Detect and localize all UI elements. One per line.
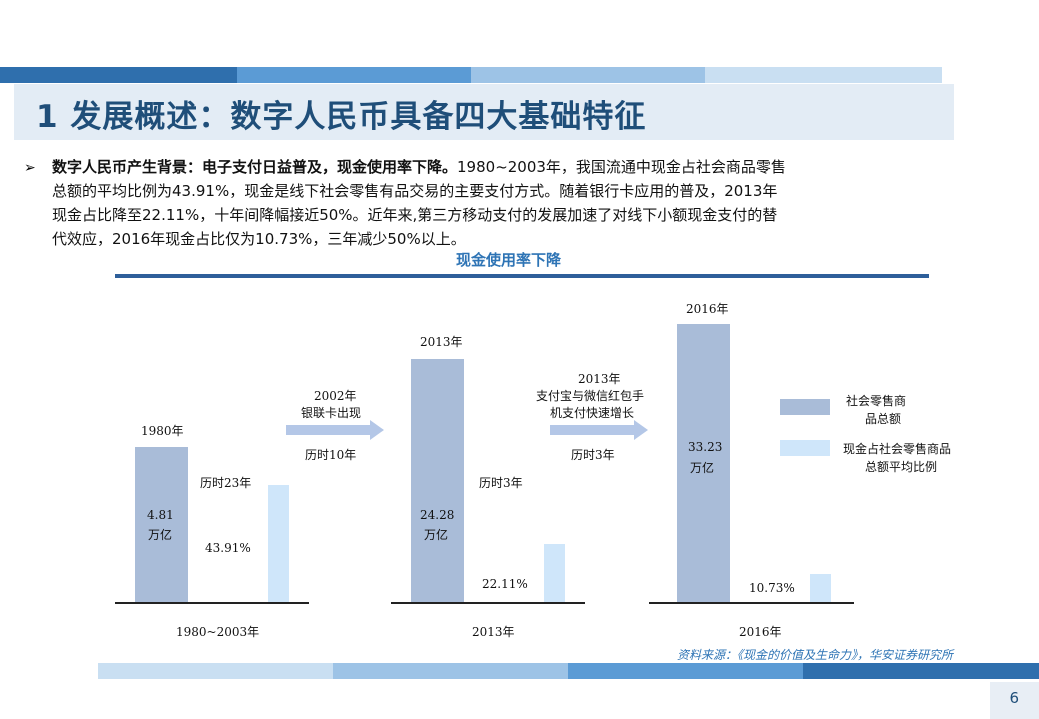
bar3-year-label: 2016年 xyxy=(686,302,729,316)
bar2-span-label: 历时3年 xyxy=(479,476,523,490)
bar1-value-label: 4.81 xyxy=(147,508,174,522)
chart-title: 现金使用率下降 xyxy=(456,251,562,269)
bar-ratio-1980-2003 xyxy=(268,485,289,603)
bar-ratio-2013 xyxy=(544,544,565,603)
arrow1-event: 银联卡出现 xyxy=(301,406,362,420)
bottom-band-seg-2 xyxy=(333,663,568,679)
legend-label-amount-line2: 品总额 xyxy=(865,412,902,426)
paragraph-line-4: 代效应，2016年现金占比仅为10.73%，三年减少50%以上。 xyxy=(52,230,466,248)
paragraph-line-1: 数字人民币产生背景：电子支付日益普及，现金使用率下降。1980~2003年，我国… xyxy=(52,155,947,179)
bar1-category-label: 1980~2003年 xyxy=(176,625,260,639)
legend-label-ratio-line1: 现金占社会零售商品 xyxy=(843,442,952,456)
paragraph-bold-lead: 数字人民币产生背景：电子支付日益普及，现金使用率下降。 xyxy=(52,158,458,176)
arrow1-right-icon xyxy=(286,420,384,440)
arrow2-right-icon xyxy=(550,420,648,440)
top-band-seg-2 xyxy=(237,67,471,83)
bar3-category-label: 2016年 xyxy=(739,625,782,639)
bar1-pct-label: 43.91% xyxy=(205,541,251,555)
arrow2-year: 2013年 xyxy=(578,372,621,386)
paragraph-line-3: 现金占比降至22.11%，十年间降幅接近50%。近年来,第三方移动支付的发展加速… xyxy=(52,206,778,224)
bar3-unit-label: 万亿 xyxy=(690,461,715,475)
bar2-value-label: 24.28 xyxy=(420,508,455,522)
top-band-seg-4 xyxy=(705,67,942,83)
bar-amount-1980-2003 xyxy=(135,447,188,603)
page-number: 6 xyxy=(1009,689,1019,707)
bar1-span-label: 历时23年 xyxy=(200,476,252,490)
legend-label-ratio-line2: 总额平均比例 xyxy=(865,460,938,474)
top-band-seg-1 xyxy=(0,67,237,83)
arrow2-span: 历时3年 xyxy=(571,448,615,462)
arrow2-event-line1: 支付宝与微信红包手 xyxy=(536,389,645,403)
arrow1-year: 2002年 xyxy=(314,389,357,403)
paragraph-line-2: 总额的平均比例为43.91%，现金是线下社会零售有品交易的主要支付方式。随着银行… xyxy=(52,182,778,200)
arrow1-span: 历时10年 xyxy=(305,448,357,462)
legend-label-amount-line1: 社会零售商 xyxy=(846,394,907,408)
bar3-value-label: 33.23 xyxy=(688,440,723,454)
bottom-band-seg-1 xyxy=(98,663,333,679)
bar-amount-2013 xyxy=(411,359,464,603)
bar3-pct-label: 10.73% xyxy=(749,581,795,595)
chart-title-rule xyxy=(115,274,929,278)
page-title: 1 发展概述：数字人民币具备四大基础特征 xyxy=(36,99,647,135)
background-paragraph: 数字人民币产生背景：电子支付日益普及，现金使用率下降。1980~2003年，我国… xyxy=(52,155,947,251)
legend-swatch-amount xyxy=(780,399,830,415)
bar-ratio-2016 xyxy=(810,574,831,603)
bar2-unit-label: 万亿 xyxy=(424,528,449,542)
baseline-1 xyxy=(115,602,309,604)
bar1-unit-label: 万亿 xyxy=(148,528,173,542)
bar2-category-label: 2013年 xyxy=(472,625,515,639)
baseline-3 xyxy=(649,602,854,604)
source-note: 资料来源：《现金的价值及生命力》，华安证券研究所 xyxy=(677,648,954,662)
arrow2-event-line2: 机支付快速增长 xyxy=(550,406,635,420)
bar2-pct-label: 22.11% xyxy=(482,577,528,591)
bar1-year-label: 1980年 xyxy=(141,424,184,438)
bottom-band-seg-3 xyxy=(568,663,803,679)
legend-swatch-ratio xyxy=(780,440,830,456)
paragraph-line-1-text: 1980~2003年，我国流通中现金占社会商品零售 xyxy=(457,158,786,176)
bar2-year-label: 2013年 xyxy=(420,335,463,349)
bullet-arrow-icon: ➢ xyxy=(24,160,36,176)
top-band-seg-3 xyxy=(471,67,705,83)
bar-amount-2016 xyxy=(677,324,730,603)
title-background xyxy=(14,84,954,140)
page-number-box xyxy=(990,682,1039,719)
bottom-band-seg-4 xyxy=(803,663,1039,679)
baseline-2 xyxy=(391,602,585,604)
